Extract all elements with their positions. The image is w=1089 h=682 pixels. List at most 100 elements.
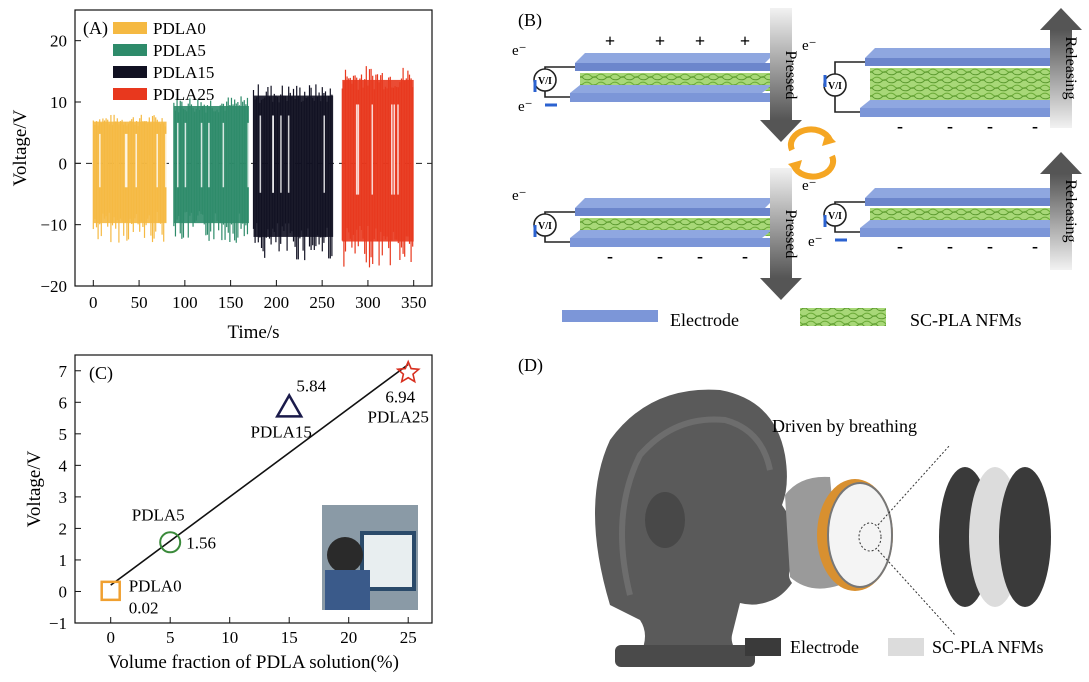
x-tick-label: 10: [221, 628, 238, 647]
panel-label-c: (C): [89, 363, 113, 384]
panel-b: (B) V/I e⁻ e⁻ + + + + V/I e⁻ - - - - V/I e⁻ - - - - V/I e⁻ e⁻…: [500, 0, 1089, 345]
arrow-shaft: [770, 168, 792, 278]
point-name-label: PDLA5: [132, 505, 185, 524]
arrow-label: Releasing: [1062, 179, 1079, 242]
breathing-caption: Driven by breathing: [772, 416, 917, 436]
electrode-bottom: [570, 93, 770, 102]
x-tick-label: 5: [166, 628, 175, 647]
marker-star: [395, 359, 421, 384]
minus-sign: -: [607, 246, 613, 266]
y-tick-label: 0: [59, 154, 68, 173]
minus-sign: -: [897, 116, 903, 136]
plot-frame-c: [74, 354, 433, 624]
legend-label-PDLA0: PDLA0: [153, 19, 206, 38]
x-tick-label: 0: [89, 293, 98, 312]
arrow-head: [760, 278, 802, 300]
y-tick-label: 10: [50, 93, 67, 112]
electrode-bottom: [860, 108, 1060, 117]
point-PDLA0: [100, 580, 121, 602]
y-tick-label: 6: [59, 393, 68, 412]
electrode-top-face: [865, 188, 1065, 198]
releasing-arrow-top: Releasing: [1040, 8, 1082, 128]
arrow-shaft: [770, 8, 792, 120]
cycle-icon: [787, 126, 837, 180]
point-name-label: PDLA0: [129, 576, 182, 595]
device-cell: V/I e⁻ - - - -: [512, 188, 775, 266]
panel-c: (C) 0 5 10 15 20 25 −1 0 1 2 3 4 5 6 7 Volume fraction o…: [0, 345, 440, 677]
x-tick-label: 50: [131, 293, 148, 312]
x-tick-label: 300: [355, 293, 381, 312]
minus-sign: -: [947, 236, 953, 256]
breathing-mask: [785, 444, 956, 636]
panel-label-d: (D): [518, 355, 543, 376]
arrow-label: Pressed: [782, 51, 799, 100]
legend-label-PDLA5: PDLA5: [153, 41, 206, 60]
panel-a: (A) 0 50 100 150 200 250 300 350 −20 −10 0 10 20 Time/…: [0, 0, 440, 345]
device-cell: V/I e⁻ - - - -: [802, 38, 1065, 136]
plot-frame-a: [74, 9, 433, 287]
panel-label-b: (B): [518, 10, 542, 31]
legend-swatch-PDLA15: [113, 66, 147, 78]
legend-nfm-label: SC-PLA NFMs: [910, 310, 1022, 330]
electron-label: e⁻: [802, 178, 817, 194]
electrode-bottom-face: [570, 230, 772, 238]
x-tick-label: 100: [172, 293, 198, 312]
device-cell: V/I e⁻ e⁻ + + + +: [512, 31, 775, 115]
marker-triangle: [275, 392, 304, 418]
point-name-label: PDLA25: [367, 408, 428, 427]
point-PDLA15: [275, 392, 304, 418]
minus-sign: -: [987, 236, 993, 256]
x-tick-label: 200: [264, 293, 290, 312]
series-PDLA5: [173, 96, 249, 243]
electrode-top-face: [575, 53, 775, 63]
y-axis-label: Voltage/V: [10, 109, 31, 186]
minus-sign: -: [1032, 116, 1038, 136]
minus-sign: -: [947, 116, 953, 136]
y-tick-label: 20: [50, 32, 67, 51]
legend-swatch-PDLA25: [113, 88, 147, 100]
y-tick-label: 1: [59, 551, 68, 570]
marker-square: [100, 580, 121, 602]
x-tick-label: 350: [401, 293, 427, 312]
series-PDLA15: [252, 84, 334, 261]
releasing-arrow-bottom: Releasing: [1040, 152, 1082, 270]
y-tick-label: 0: [59, 582, 68, 601]
x-tick-label: 15: [281, 628, 298, 647]
pressed-arrow-top: Pressed: [760, 8, 802, 142]
layer-stack: [939, 467, 1051, 607]
meter-label: V/I: [828, 81, 842, 92]
legend-electrode-label: Electrode: [790, 637, 859, 657]
electrode-bottom-face: [570, 85, 772, 93]
point-value-label: 1.56: [186, 533, 216, 552]
minus-sign: -: [987, 116, 993, 136]
electron-label: e⁻: [512, 43, 527, 59]
plus-sign: +: [695, 31, 705, 51]
chart-c: (C) 0 5 10 15 20 25 −1 0 1 2 3 4 5 6 7 Volume fraction o…: [24, 354, 433, 673]
minus-sign: -: [897, 236, 903, 256]
meter-label: V/I: [828, 211, 842, 222]
electrode-bottom: [570, 238, 770, 247]
legend-nfm-swatch: [888, 638, 924, 656]
electron-label: e⁻: [518, 99, 533, 115]
electrode-top-face: [575, 198, 775, 208]
y-tick-label: −10: [40, 216, 67, 235]
minus-sign: -: [1032, 236, 1038, 256]
electrode-bottom-face: [860, 220, 1062, 228]
meter-label: V/I: [538, 76, 552, 87]
x-axis-label: Time/s: [227, 322, 279, 343]
legend-swatch-PDLA0: [113, 22, 147, 34]
electrode-top: [865, 198, 1065, 206]
inset-person-head: [327, 537, 363, 573]
minus-sign: -: [742, 246, 748, 266]
plus-sign: +: [655, 31, 665, 51]
electrode-bottom: [860, 228, 1060, 237]
y-tick-label: −1: [49, 614, 67, 633]
pressed-arrow-bottom: Pressed: [760, 168, 802, 300]
y-tick-label: 7: [59, 362, 68, 381]
electrode-top-face: [865, 48, 1065, 58]
device-cell: V/I e⁻ e⁻ - - - -: [802, 178, 1065, 256]
legend-nfm-swatch: [800, 308, 886, 326]
point-value-label: 0.02: [129, 598, 159, 617]
y-tick-label: −20: [40, 277, 67, 296]
x-tick-label: 250: [309, 293, 335, 312]
